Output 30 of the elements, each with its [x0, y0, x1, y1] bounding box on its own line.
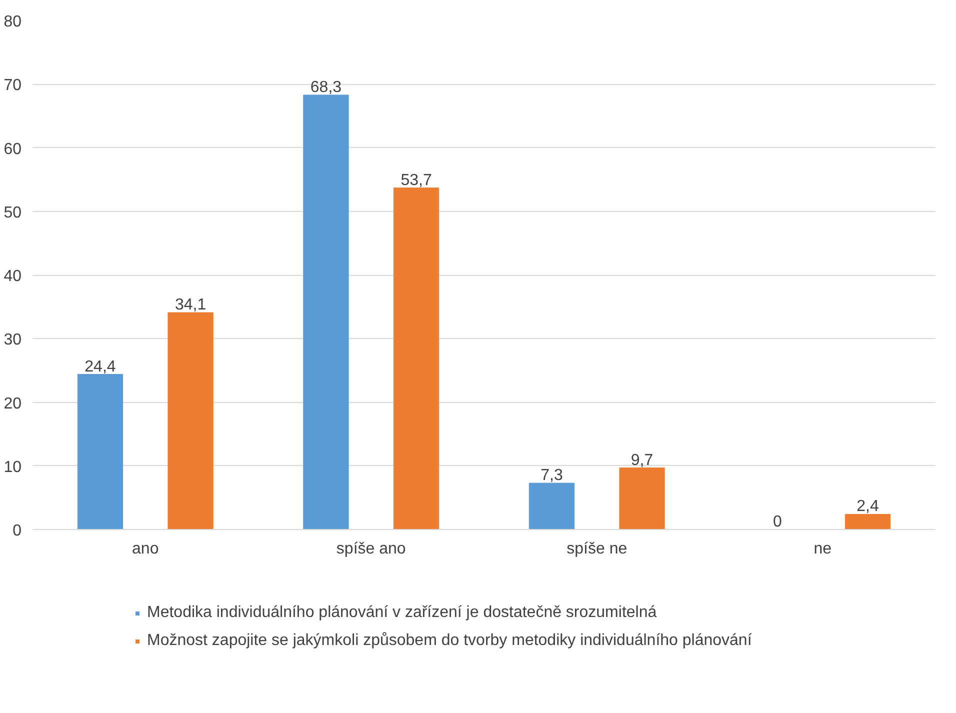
bar — [168, 312, 214, 530]
y-tick-label: 20 — [4, 395, 22, 412]
legend-label: Možnost zapojite se jakýmkoli způsobem do tvorby metodiky individuálního plánování — [147, 632, 752, 650]
data-label: 2,4 — [856, 498, 879, 516]
data-label: 24,4 — [84, 358, 116, 376]
bar — [619, 468, 665, 530]
data-label: 34,1 — [174, 296, 206, 314]
data-label: 53,7 — [400, 172, 432, 189]
y-tick-label: 70 — [4, 77, 22, 94]
x-tick-label: spíše ano — [336, 540, 406, 558]
bar — [393, 188, 440, 530]
bar — [303, 94, 349, 530]
y-tick-label: 60 — [4, 140, 22, 158]
y-tick-label: 40 — [4, 268, 22, 285]
y-tick-label: 10 — [4, 458, 22, 476]
x-tick-label: ano — [132, 540, 159, 558]
data-label: 7,3 — [540, 467, 563, 484]
y-tick-label: 80 — [4, 14, 22, 30]
data-label: 9,7 — [630, 452, 654, 469]
y-tick-label: 0 — [12, 522, 22, 540]
legend-label: Metodika individuálního plánování v zařízení je dostatečně srozumitelná — [147, 604, 657, 622]
x-tick-label: spíše ne — [566, 540, 628, 558]
data-label: 0 — [773, 514, 782, 530]
y-tick-label: 50 — [4, 204, 22, 222]
bar — [528, 482, 575, 530]
bar — [844, 514, 891, 530]
x-tick-label: ne — [814, 540, 832, 558]
data-label: 68,3 — [310, 78, 342, 96]
bar — [77, 374, 124, 530]
y-tick-label: 30 — [4, 332, 22, 349]
